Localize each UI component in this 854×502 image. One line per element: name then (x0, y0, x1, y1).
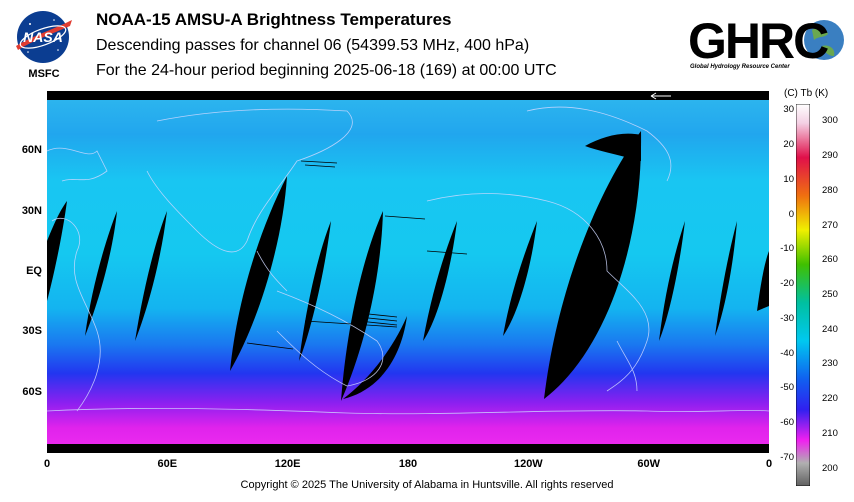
nasa-logo-text: NASA (23, 29, 63, 45)
scan-dropout-lines (246, 160, 468, 350)
ghrc-logo-text: GHRC (688, 13, 828, 69)
msfc-caption: MSFC (28, 68, 60, 80)
subtitle-channel: Descending passes for channel 06 (54399.… (96, 37, 530, 54)
kelvin-label: 280 (822, 184, 838, 196)
temperature-field (47, 91, 769, 453)
lon-label: 60E (157, 458, 178, 470)
colorbar-header: (C) Tb (K) (784, 88, 829, 99)
coastlines (47, 106, 769, 415)
celsius-label: -70 (780, 451, 794, 463)
kelvin-label: 250 (822, 289, 838, 300)
lat-label: 30S (22, 325, 42, 338)
lat-label: 60S (22, 385, 42, 398)
lon-label: 60W (637, 458, 660, 470)
lon-label: 0 (765, 458, 773, 470)
north-pole-gap (47, 91, 769, 100)
kelvin-label: 220 (822, 393, 838, 405)
ghrc-caption: Global Hydrology Resource Center (690, 64, 790, 70)
kelvin-label: 240 (822, 323, 838, 335)
celsius-label: -30 (780, 312, 794, 324)
lat-label: 30N (21, 204, 42, 217)
celsius-label: 10 (783, 173, 794, 185)
kelvin-label: 210 (822, 427, 838, 439)
colorbar (796, 104, 810, 486)
celsius-label: -50 (780, 382, 794, 394)
ghrc-logo: GHRC (688, 13, 844, 69)
lon-label: 120W (513, 458, 543, 470)
kelvin-label: 200 (822, 462, 838, 474)
celsius-label: 0 (788, 208, 794, 220)
south-pole-gap (47, 444, 769, 453)
orbit-swath-gaps (47, 131, 769, 401)
lat-label: 60N (21, 144, 42, 157)
nasa-logo: NASA (16, 11, 72, 63)
kelvin-label: 270 (822, 219, 838, 231)
celsius-label: -60 (780, 416, 794, 428)
celsius-label: -40 (780, 347, 794, 359)
kelvin-label: 290 (822, 150, 838, 162)
copyright-notice: Copyright © 2025 The University of Alaba… (240, 479, 614, 491)
subtitle-period: For the 24-hour period beginning 2025-06… (96, 62, 557, 79)
celsius-label: 30 (783, 104, 794, 116)
lon-label: 120E (274, 458, 301, 470)
celsius-label: 20 (783, 139, 794, 151)
kelvin-label: 230 (822, 358, 838, 370)
kelvin-label: 300 (822, 115, 838, 127)
brightness-temperature-map (47, 91, 769, 453)
lat-label: EQ (26, 265, 42, 277)
lon-label: 180 (398, 458, 418, 470)
celsius-label: -10 (780, 243, 794, 255)
lon-label: 0 (43, 458, 51, 470)
celsius-label: -20 (780, 278, 794, 290)
nadir-arrow (650, 92, 671, 100)
page-title: NOAA-15 AMSU-A Brightness Temperatures (96, 10, 452, 29)
kelvin-label: 260 (822, 254, 838, 266)
